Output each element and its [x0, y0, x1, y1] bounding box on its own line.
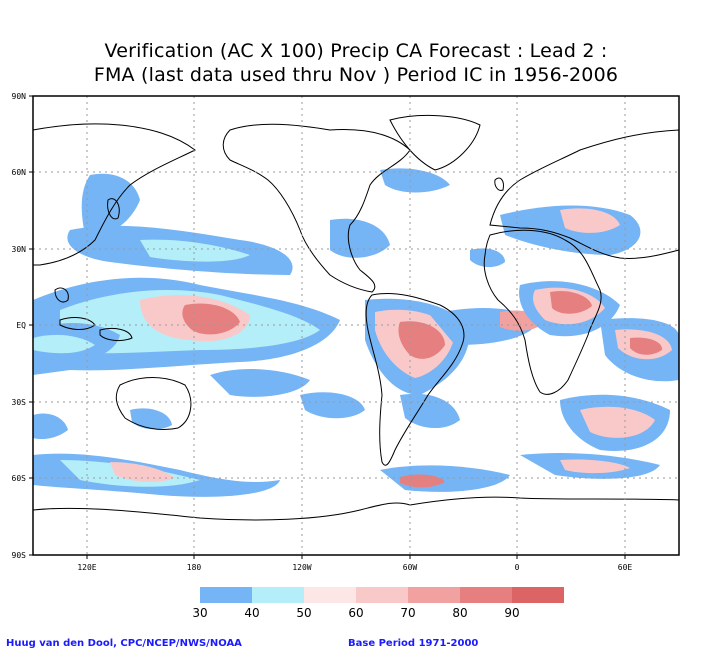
legend-swatch: [304, 587, 356, 603]
y-axis-labels: 90N 60N 30N EQ 30S 60S 90S: [12, 92, 27, 560]
legend-swatch: [408, 587, 460, 603]
color-legend: 30 40 50 60 70 80 90: [192, 587, 564, 620]
legend-swatch: [356, 587, 408, 603]
y-tick-label: 30N: [12, 245, 27, 254]
legend-label: 50: [296, 606, 311, 620]
y-tick-label: 30S: [12, 398, 27, 407]
chart-title-line2: FMA (last data used thru Nov ) Period IC…: [93, 64, 619, 86]
legend-label: 60: [348, 606, 363, 620]
legend-label: 70: [400, 606, 415, 620]
axis-ticks: [29, 95, 626, 559]
legend-label: 40: [244, 606, 259, 620]
y-tick-label: 90N: [12, 92, 27, 101]
footer-credit: Huug van den Dool, CPC/NCEP/NWS/NOAA: [6, 638, 242, 649]
x-axis-labels: 120E 180 120W 60W 0 60E: [77, 563, 632, 572]
x-tick-label: 180: [187, 563, 202, 572]
y-tick-label: 60N: [12, 168, 27, 177]
x-tick-label: 120W: [292, 563, 311, 572]
legend-swatch: [512, 587, 564, 603]
chart-title-line1: Verification (AC X 100) Precip CA Foreca…: [104, 40, 608, 62]
correlation-shading: [33, 168, 679, 497]
x-tick-label: 120E: [77, 563, 96, 572]
legend-swatch: [460, 587, 512, 603]
map-gridlines: [33, 96, 679, 555]
legend-label: 80: [452, 606, 467, 620]
y-tick-label: 90S: [12, 551, 27, 560]
footer-base-period: Base Period 1971-2000: [348, 638, 479, 649]
x-tick-label: 60W: [403, 563, 418, 572]
coastlines: [32, 114, 680, 521]
legend-label: 90: [504, 606, 519, 620]
y-tick-label: EQ: [16, 321, 26, 330]
legend-label: 30: [192, 606, 207, 620]
y-tick-label: 60S: [12, 474, 27, 483]
x-tick-label: 0: [515, 563, 520, 572]
x-tick-label: 60E: [618, 563, 633, 572]
legend-swatch: [200, 587, 252, 603]
legend-swatch: [252, 587, 304, 603]
